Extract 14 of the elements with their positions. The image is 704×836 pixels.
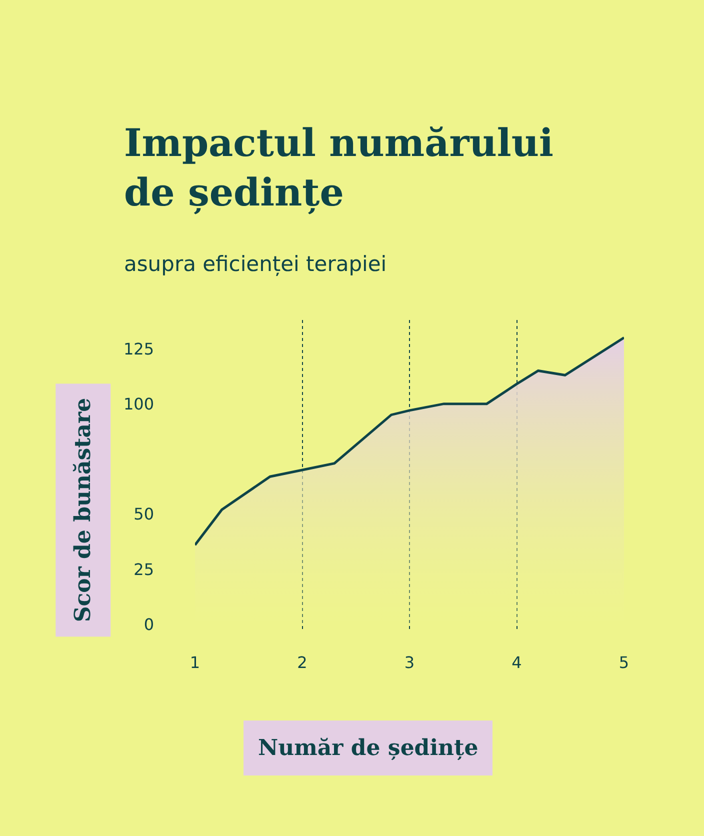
x-tick-label: 5 xyxy=(618,653,630,672)
y-tick-label: 0 xyxy=(144,614,154,634)
y-tick-label: 50 xyxy=(134,504,154,524)
chart-subtitle: asupra eficienței terapiei xyxy=(124,252,387,277)
x-tick-label: 4 xyxy=(512,653,522,672)
x-tick-label: 2 xyxy=(297,653,308,672)
x-axis-title: Număr de ședințe xyxy=(258,735,478,761)
y-tick-label: 125 xyxy=(123,339,154,358)
y-tick-label: 100 xyxy=(123,394,154,414)
chart-title: Impactul numărului de ședințe xyxy=(124,120,554,214)
y-tick-label: 25 xyxy=(134,560,154,579)
x-tick-label: 3 xyxy=(404,653,415,672)
x-tick-label: 1 xyxy=(190,653,200,672)
y-axis-title: Scor de bunăstare xyxy=(70,398,96,622)
